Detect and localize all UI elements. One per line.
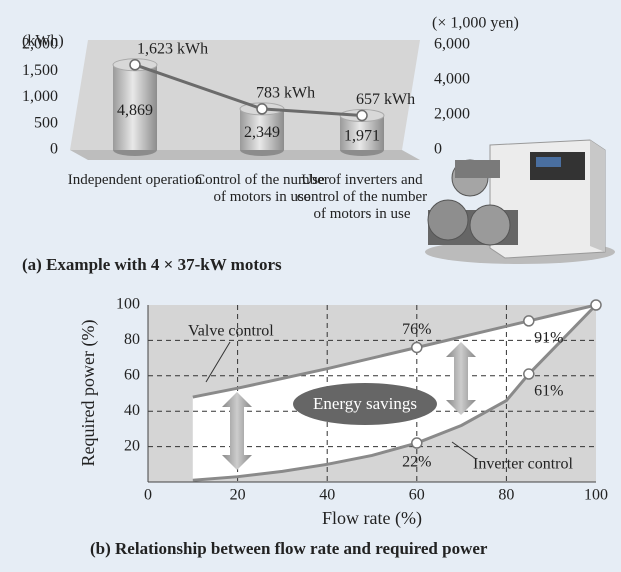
y-tick-label: 80 [124, 331, 140, 348]
marker-label: 22% [402, 454, 431, 471]
y2-tick-label: 2,000 [434, 106, 470, 123]
point [257, 104, 267, 114]
marker [591, 300, 601, 310]
bar-label: 2,349 [244, 124, 280, 141]
y-tick-label: 1,500 [22, 62, 58, 79]
page: (kWh) (× 1,000 yen) (a) Example with 4 ×… [0, 0, 621, 572]
y-tick-label: 40 [124, 402, 140, 419]
y2-tick-label: 6,000 [434, 36, 470, 53]
y-tick-label: 1,000 [22, 88, 58, 105]
y-tick-label: 0 [50, 141, 58, 158]
x-tick-label: Use of inverters and control of the numb… [292, 172, 432, 223]
x-tick-label: 20 [230, 487, 246, 504]
x-tick-label: 80 [498, 487, 514, 504]
valve-label: Valve control [188, 323, 274, 340]
marker [412, 438, 422, 448]
bar-label: 1,971 [344, 127, 380, 144]
x-tick-label: Independent operation [65, 172, 205, 189]
bar-label: 4,869 [117, 102, 153, 119]
point-label: 657 kWh [356, 91, 415, 108]
caption: (a) Example with 4 × 37-kW motors [22, 255, 282, 274]
figure: (kWh) (× 1,000 yen) (a) Example with 4 ×… [0, 0, 621, 572]
point [130, 60, 140, 70]
point-label: 1,623 kWh [137, 40, 208, 57]
marker-label: 76% [402, 321, 431, 338]
savings-label: Energy savings [313, 394, 417, 413]
y-axis-title: Required power (%) [78, 320, 99, 467]
y-tick-label: 20 [124, 437, 140, 454]
y2-tick-label: 4,000 [434, 71, 470, 88]
y2-axis-title: (× 1,000 yen) [432, 15, 519, 32]
y-tick-label: 2,000 [22, 36, 58, 53]
x-tick-label: 100 [584, 487, 608, 504]
caption: (b) Relationship between flow rate and r… [90, 539, 488, 558]
inverter-label: Inverter control [473, 456, 574, 473]
y-tick-label: 100 [116, 296, 140, 313]
y-tick-label: 60 [124, 366, 140, 383]
x-axis-title: Flow rate (%) [322, 508, 422, 529]
marker [524, 369, 534, 379]
pump-illustration [425, 140, 615, 264]
marker [524, 316, 534, 326]
point [357, 111, 367, 121]
point-label: 783 kWh [256, 85, 315, 102]
x-tick-label: 0 [144, 487, 152, 504]
x-tick-label: 60 [409, 487, 425, 504]
marker-label: 91% [534, 330, 563, 347]
marker-label: 61% [534, 383, 563, 400]
marker [412, 342, 422, 352]
y2-tick-label: 0 [434, 141, 442, 158]
y-tick-label: 500 [34, 114, 58, 131]
x-tick-label: 40 [319, 487, 335, 504]
